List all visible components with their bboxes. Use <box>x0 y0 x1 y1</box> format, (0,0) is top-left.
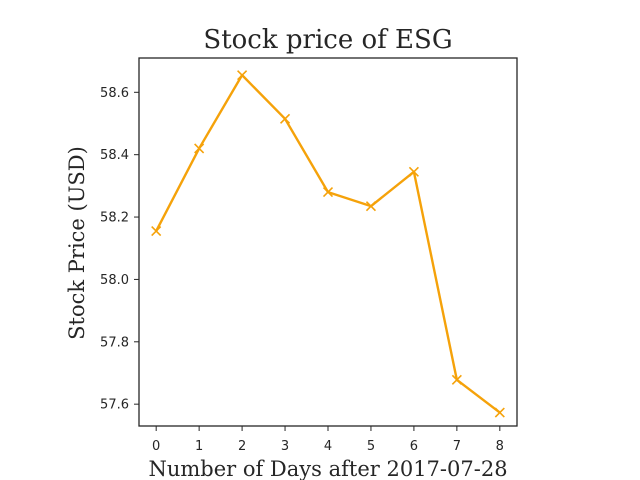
x-tick-label: 8 <box>496 439 504 454</box>
y-axis-ticks: 57.6 57.8 58.0 58.2 58.4 58.6 <box>100 86 139 413</box>
data-point <box>151 226 162 237</box>
x-axis-ticks: 0 1 2 3 4 5 6 7 8 <box>152 426 504 454</box>
series-layer <box>151 70 505 418</box>
x-tick-label: 2 <box>238 439 246 454</box>
x-tick-label: 1 <box>195 439 203 454</box>
data-point <box>494 407 505 418</box>
y-tick-label: 57.8 <box>100 335 129 350</box>
x-tick-label: 0 <box>152 439 160 454</box>
y-axis-label: Stock Price (USD) <box>65 146 89 340</box>
data-point <box>279 113 291 124</box>
data-point <box>194 143 205 154</box>
plot-frame <box>138 57 518 427</box>
y-tick-label: 58.0 <box>100 273 129 288</box>
series-line <box>155 73 501 414</box>
data-point <box>365 201 377 212</box>
data-point <box>408 166 419 177</box>
x-tick-label: 7 <box>453 439 461 454</box>
x-axis-label: Number of Days after 2017-07-28 <box>148 457 507 480</box>
x-tick-label: 5 <box>367 439 375 454</box>
y-tick-label: 58.6 <box>100 86 129 101</box>
x-tick-label: 3 <box>281 439 289 454</box>
y-tick-label: 58.4 <box>100 148 129 163</box>
data-point <box>451 374 462 385</box>
y-tick-label: 58.2 <box>100 211 129 226</box>
x-tick-label: 4 <box>324 439 332 454</box>
data-point <box>322 187 334 198</box>
data-point <box>237 70 248 81</box>
chart-title: Stock price of ESG <box>203 25 452 55</box>
y-tick-label: 57.6 <box>100 398 129 413</box>
x-tick-label: 6 <box>410 439 418 454</box>
